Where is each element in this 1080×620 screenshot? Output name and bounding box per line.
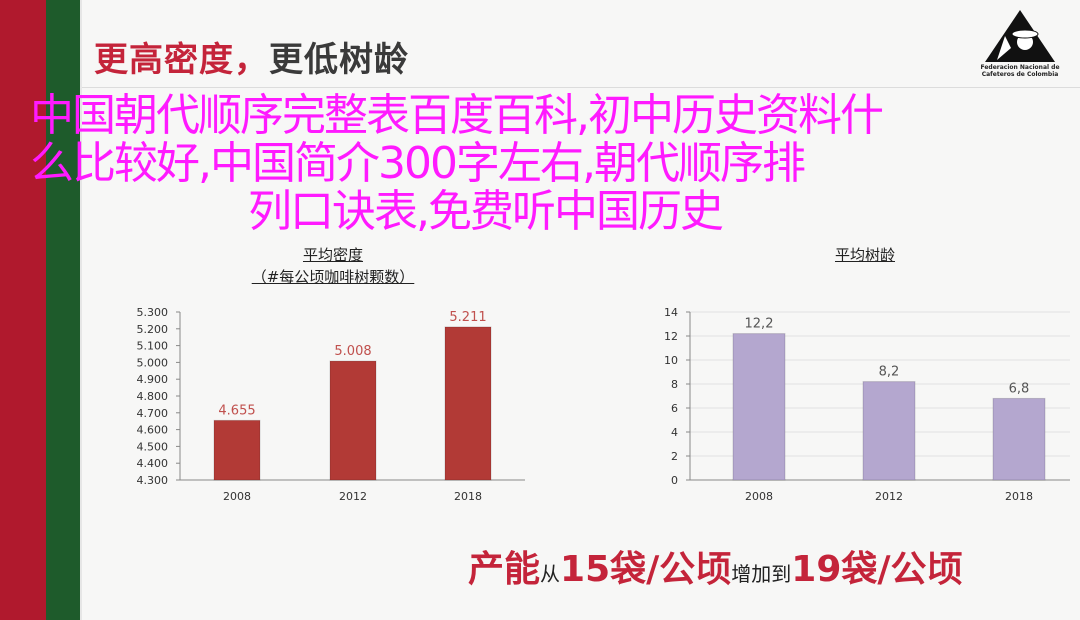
bar-2018	[992, 397, 1046, 481]
bottom-statement: 产能从15袋/公顷增加到19袋/公顷	[468, 540, 963, 592]
y-tick-label: 10	[664, 354, 678, 367]
title-red: 更高密度，	[94, 40, 269, 80]
bar-2008	[213, 419, 261, 481]
bar-2018	[444, 326, 492, 481]
stripe-edge	[80, 0, 82, 620]
y-tick-label: 5.300	[137, 306, 169, 319]
data-label-2018: 5.211	[449, 310, 486, 325]
logo-text-2: Cafeteros de Colombia	[981, 71, 1059, 78]
y-tick-label: 5.100	[137, 340, 169, 353]
y-tick-label: 12	[664, 330, 678, 343]
red-stripe	[0, 0, 46, 620]
overlay-line-2: 么比较好,中国简介300字左右,朝代顺序排	[30, 138, 806, 189]
y-tick-label: 4.400	[137, 457, 169, 470]
divider	[82, 87, 1080, 88]
title-dark: 更低树龄	[269, 40, 409, 80]
overlay-line-3: 列口诀表,免费听中国历史	[248, 186, 724, 237]
x-tick-label-2008: 2008	[745, 490, 773, 503]
bottom-part1: 产能	[468, 549, 541, 590]
chart2-title: 平均树龄	[834, 246, 896, 264]
overlay-line-1: 中国朝代顺序完整表百度百科,初中历史资料什	[30, 90, 884, 141]
data-label-2012: 8,2	[879, 365, 900, 380]
y-tick-label: 0	[671, 474, 678, 487]
logo-text-1: Federacion Nacional de	[980, 64, 1060, 71]
green-stripe	[46, 0, 80, 620]
bar-2008	[732, 333, 786, 481]
y-tick-label: 4.600	[137, 424, 169, 437]
x-tick-label-2012: 2012	[875, 490, 903, 503]
chart1-title: 平均密度	[302, 246, 364, 264]
data-label-2018: 6,8	[1009, 381, 1030, 396]
y-tick-label: 4.300	[137, 474, 169, 487]
y-tick-label: 14	[664, 306, 678, 319]
y-tick-label: 2	[671, 450, 678, 463]
mountain-icon	[985, 10, 1055, 62]
bottom-part3: 15袋/公顷	[560, 549, 732, 590]
x-tick-label-2018: 2018	[1005, 490, 1033, 503]
y-tick-label: 6	[671, 402, 678, 415]
y-tick-label: 5.200	[137, 323, 169, 336]
y-tick-label: 4.700	[137, 407, 169, 420]
data-label-2012: 5.008	[334, 344, 371, 359]
bottom-part2: 从	[540, 562, 561, 586]
data-label-2008: 12,2	[745, 317, 774, 332]
y-tick-label: 4.900	[137, 373, 169, 386]
y-tick-label: 5.000	[137, 356, 169, 369]
bar-2012	[862, 381, 916, 481]
y-tick-label: 4	[671, 426, 678, 439]
chart1-subtitle: （#每公顷咖啡树颗数）	[251, 268, 415, 286]
y-tick-label: 4.500	[137, 440, 169, 453]
bar-2012	[329, 360, 377, 481]
x-tick-label-2008: 2008	[223, 490, 251, 503]
x-tick-label-2018: 2018	[454, 490, 482, 503]
data-label-2008: 4.655	[218, 403, 255, 418]
bottom-part5: 19袋/公顷	[791, 549, 963, 590]
y-tick-label: 4.800	[137, 390, 169, 403]
x-tick-label-2012: 2012	[339, 490, 367, 503]
fnc-logo: Federacion Nacional de Cafeteros de Colo…	[975, 8, 1065, 80]
slide-title: 更高密度，更低树龄	[94, 32, 409, 81]
y-tick-label: 8	[671, 378, 678, 391]
bottom-part4: 增加到	[731, 562, 792, 586]
